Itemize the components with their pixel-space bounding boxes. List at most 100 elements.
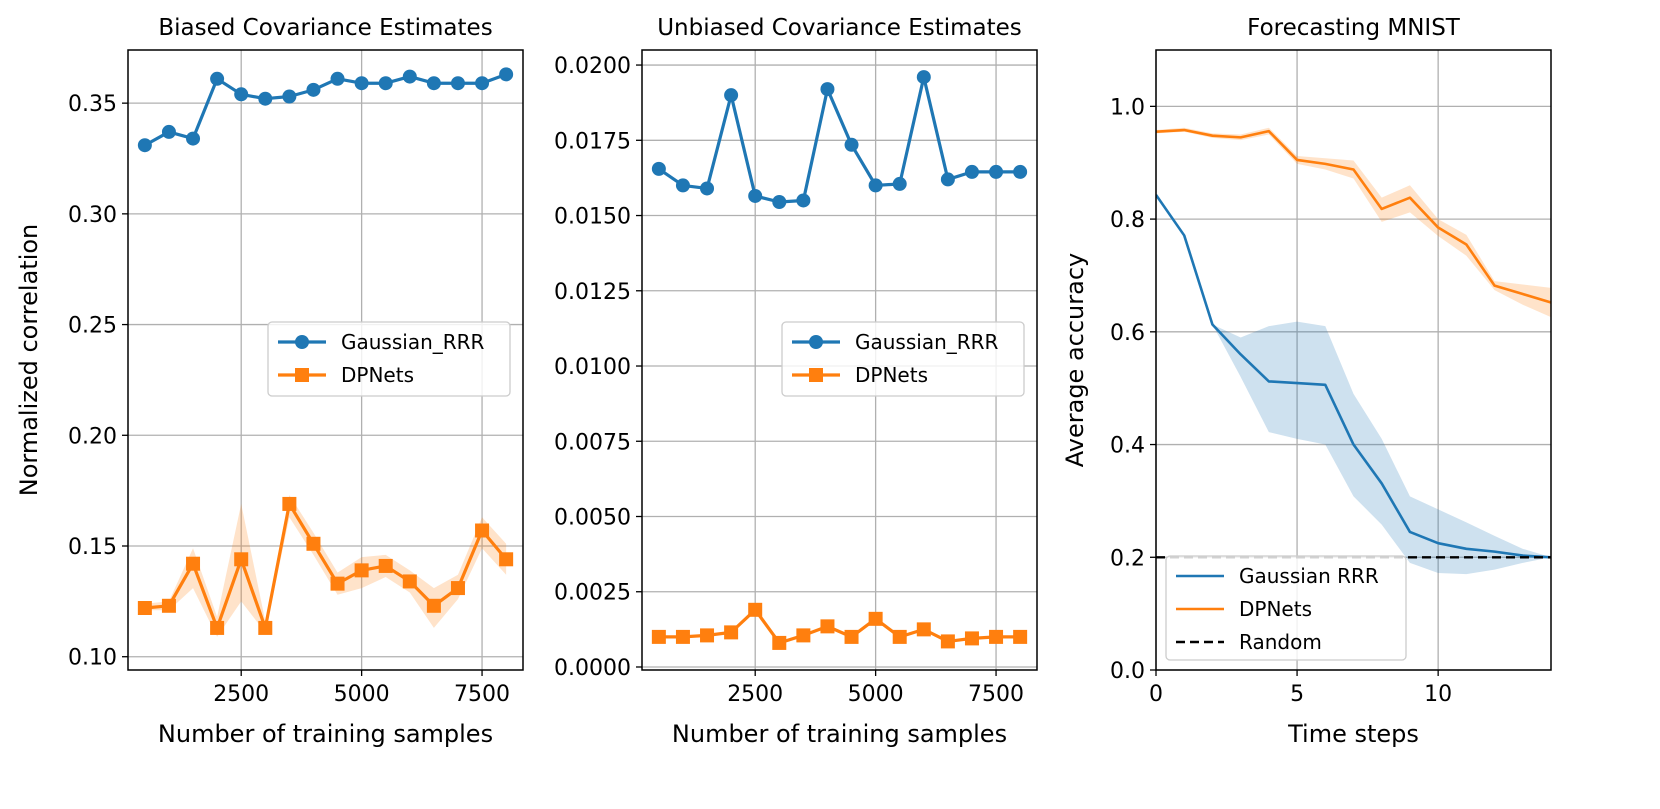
x-tick-label: 5000: [848, 682, 904, 707]
data-point: [137, 138, 152, 153]
legend-label: DPNets: [341, 363, 414, 387]
x-tick-label: 10: [1424, 682, 1452, 707]
y-tick-label: 0.35: [68, 92, 117, 117]
data-point: [675, 178, 690, 193]
legend-item: Gaussian RRR: [1176, 564, 1379, 588]
data-point: [137, 601, 152, 615]
plot-frame: [127, 49, 524, 671]
chart-title: Biased Covariance Estimates: [158, 15, 492, 41]
y-tick-label: 0.10: [68, 646, 117, 671]
data-point: [748, 188, 763, 203]
series-line: [1156, 194, 1551, 559]
data-point: [330, 576, 345, 591]
legend-label: Random: [1239, 630, 1322, 654]
legend-box: [781, 321, 1025, 397]
legend-item: DPNets: [278, 363, 414, 387]
x-axis-label: Number of training samples: [672, 720, 1007, 748]
y-tick-label: 0.0: [1110, 659, 1145, 684]
data-point: [748, 602, 763, 617]
y-tick-label: 0.0075: [554, 430, 631, 455]
data-point: [258, 620, 273, 635]
y-tick-label: 0.0025: [554, 581, 631, 606]
data-point: [989, 629, 1004, 644]
panel-forecasting-mnist: 0 5 10 0.0 0.2 0.4 0.6 0.8 1.0 Forecasting MNIST T…: [1061, 15, 1552, 748]
data-point: [796, 628, 811, 643]
data-point: [964, 164, 979, 179]
y-tick-label: 0.0175: [554, 129, 631, 154]
data-point: [820, 82, 835, 97]
y-tick-label: 0.0000: [554, 656, 631, 681]
data-point: [450, 76, 465, 91]
y-tick-label: 0.30: [68, 203, 117, 228]
legend-marker: [295, 368, 309, 382]
data-point: [916, 70, 931, 85]
plot-data: [137, 67, 514, 637]
data-point: [306, 82, 321, 97]
data-point: [402, 69, 417, 84]
y-tick-label: 0.0150: [554, 205, 631, 230]
data-point: [675, 629, 690, 644]
data-point: [868, 611, 883, 626]
data-point: [892, 176, 907, 191]
data-point: [1013, 629, 1028, 644]
legend-label: DPNets: [855, 363, 928, 387]
legend: Gaussian RRR DPNets Random: [1165, 555, 1407, 661]
data-point: [161, 124, 176, 139]
y-tick-label: 1.0: [1110, 95, 1145, 120]
data-point: [450, 581, 465, 596]
y-tick-label: 0.15: [68, 535, 117, 560]
legend-box: [267, 321, 511, 397]
y-tick-label: 0.2: [1110, 546, 1145, 571]
panel-biased-covariance: 2500 5000 7500 0.10 0.15 0.20 0.25 0.30 0.35 Bias…: [15, 15, 524, 748]
x-tick-label: 2500: [727, 682, 783, 707]
data-point: [161, 598, 176, 613]
data-point: [796, 193, 811, 208]
data-point: [426, 598, 441, 613]
x-tick-label: 7500: [454, 682, 510, 707]
x-tick-label: 5: [1290, 682, 1304, 707]
y-tick-label: 0.0200: [554, 54, 631, 79]
series-line: [657, 75, 1021, 204]
data-point: [724, 88, 739, 103]
y-axis-label: Average accuracy: [1061, 253, 1089, 467]
confidence-band: [1156, 194, 1551, 575]
data-point: [234, 87, 249, 102]
legend: Gaussian_RRR DPNets: [781, 321, 1025, 397]
legend-marker: [809, 335, 823, 349]
y-tick-label: 0.4: [1110, 434, 1145, 459]
legend-marker: [295, 335, 309, 349]
x-tick-label: 7500: [968, 682, 1024, 707]
x-tick-label: 0: [1149, 682, 1163, 707]
data-point: [844, 137, 859, 152]
plot-frame: [641, 49, 1038, 671]
data-point: [892, 629, 907, 644]
plot-data: [651, 70, 1028, 650]
y-tick-label: 0.0125: [554, 280, 631, 305]
chart-title: Unbiased Covariance Estimates: [657, 15, 1022, 41]
y-tick-label: 0.0050: [554, 506, 631, 531]
data-point: [186, 131, 201, 146]
data-point: [940, 172, 955, 187]
y-tick-label: 0.20: [68, 424, 117, 449]
data-point: [651, 161, 666, 176]
y-tick-label: 0.25: [68, 314, 117, 339]
data-point: [282, 496, 297, 511]
data-point: [499, 552, 514, 567]
data-point: [210, 620, 225, 635]
data-point: [772, 194, 787, 209]
data-point: [378, 76, 393, 91]
data-point: [724, 625, 739, 640]
data-point: [499, 67, 514, 82]
legend-item: DPNets: [1176, 597, 1312, 621]
data-point: [700, 628, 715, 643]
legend-item: Random: [1176, 630, 1322, 654]
data-point: [868, 178, 883, 193]
legend-label: DPNets: [1239, 597, 1312, 621]
x-tick-label: 5000: [334, 682, 390, 707]
series-line: [658, 608, 1021, 645]
legend-label: Gaussian_RRR: [855, 330, 999, 354]
y-tick-label: 0.6: [1110, 321, 1145, 346]
data-point: [844, 629, 859, 644]
legend-label: Gaussian_RRR: [341, 330, 485, 354]
data-point: [378, 558, 393, 573]
